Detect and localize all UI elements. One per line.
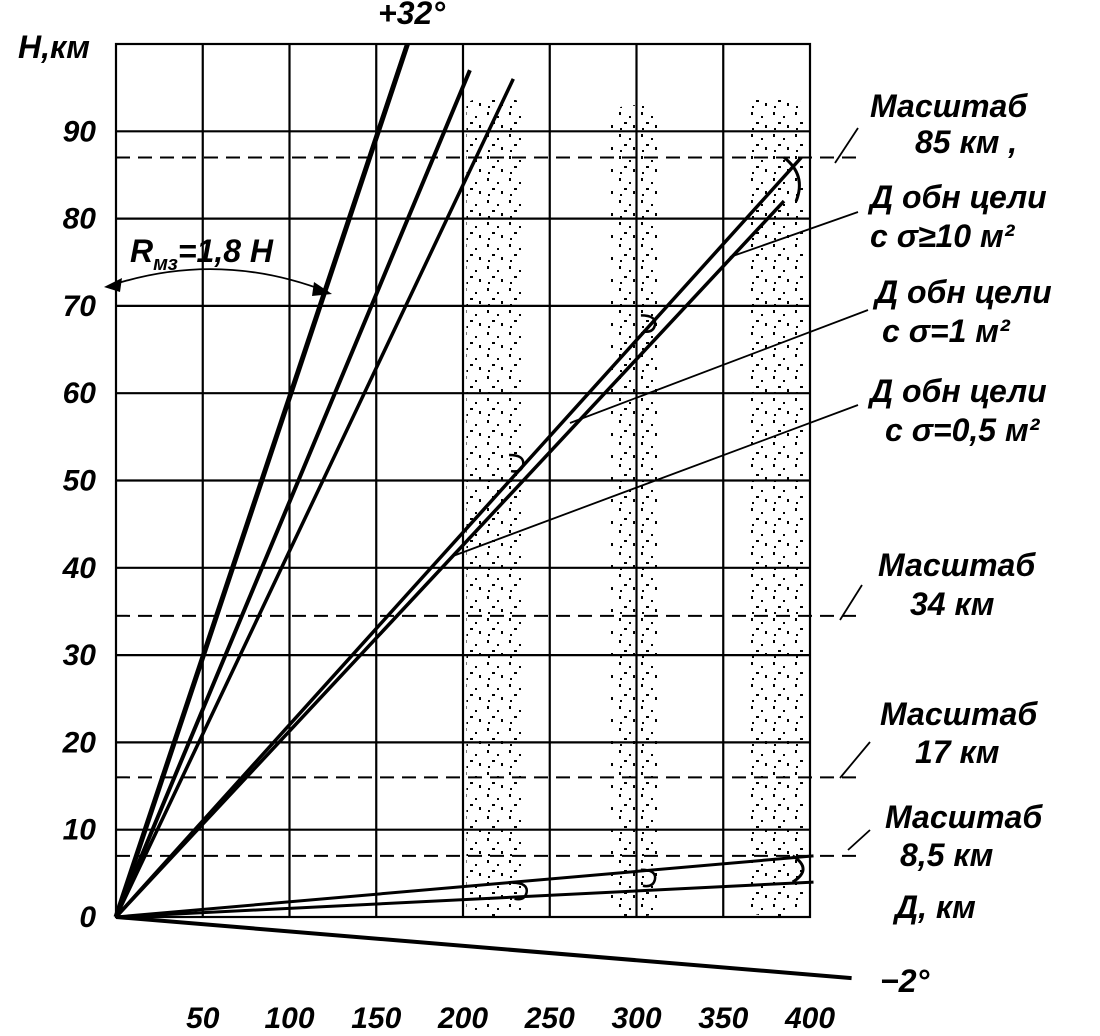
svg-text:34 км: 34 км bbox=[910, 586, 995, 622]
series-line bbox=[115, 854, 814, 919]
scale-label-85: Масштаб 85 км , bbox=[870, 88, 1028, 160]
x-tick-label: 50 bbox=[186, 1002, 220, 1035]
svg-text:Масштаб: Масштаб bbox=[870, 88, 1028, 124]
series-line bbox=[115, 880, 814, 919]
line-end-marker bbox=[509, 453, 525, 473]
rmz-annotation: Rмз=1,8 Н bbox=[104, 233, 332, 296]
series-line bbox=[114, 156, 803, 919]
y-tick-label: 60 bbox=[63, 377, 97, 410]
detection-zones bbox=[466, 96, 804, 918]
y-axis-title: Н,км bbox=[18, 29, 90, 65]
y-tick-label: 90 bbox=[63, 115, 97, 148]
y-tick-label: 80 bbox=[63, 203, 97, 236]
detection-leader bbox=[569, 309, 869, 424]
x-tick-label: 250 bbox=[524, 1002, 575, 1035]
y-tick-label: 0 bbox=[79, 901, 96, 934]
line-end-marker bbox=[640, 868, 657, 888]
series-line bbox=[113, 43, 410, 918]
line-end-marker bbox=[512, 881, 528, 901]
x-tick-label: 100 bbox=[264, 1002, 314, 1035]
rmz-formula: =1,8 Н bbox=[178, 233, 274, 269]
rmz-label: R bbox=[130, 233, 153, 269]
x-tick-label: 350 bbox=[698, 1002, 748, 1035]
y-tick-label: 40 bbox=[62, 552, 97, 585]
x-tick-label: 300 bbox=[611, 1002, 661, 1035]
detection-leader bbox=[729, 211, 859, 258]
annotation-leaders bbox=[452, 211, 869, 557]
x-axis-title: Д, км bbox=[892, 889, 976, 925]
x-tick-label: 150 bbox=[351, 1002, 401, 1035]
y-tick-label: 20 bbox=[62, 726, 97, 759]
scale-label-17: Масштаб 17 км bbox=[880, 696, 1038, 770]
line-end-cap bbox=[791, 854, 805, 884]
scale-label-34: Масштаб 34 км bbox=[878, 547, 1036, 622]
line-end-marker bbox=[640, 314, 657, 333]
svg-text:Масштаб: Масштаб bbox=[880, 696, 1038, 732]
axis-ticks: 0 10 20 30 40 50 60 70 80 90 50 100 150 200 250 300 350 4… bbox=[62, 115, 836, 1035]
scale-leader bbox=[839, 741, 871, 779]
svg-text:Д обн цели: Д обн цели bbox=[872, 274, 1052, 310]
svg-text:17 км: 17 км bbox=[915, 734, 1000, 770]
scale-leader bbox=[847, 829, 871, 851]
scale-label-8-5: Масштаб 8,5 км bbox=[885, 799, 1043, 873]
x-tick-label: 400 bbox=[784, 1002, 835, 1035]
rmz-subscript: мз bbox=[153, 253, 178, 275]
series-line bbox=[114, 199, 786, 919]
svg-text:Rмз=1,8 Н: Rмз=1,8 Н bbox=[130, 233, 274, 275]
y-tick-label: 10 bbox=[63, 814, 97, 847]
chart-series bbox=[113, 43, 852, 981]
svg-text:8,5 км: 8,5 км bbox=[900, 837, 994, 873]
detection-label-1: Д обн цели с σ=1 м² bbox=[872, 274, 1052, 349]
detection-label-10: Д обн цели с σ≥10 м² bbox=[867, 179, 1047, 254]
series-line bbox=[114, 69, 472, 918]
svg-text:с σ≥10 м²: с σ≥10 м² bbox=[870, 218, 1016, 254]
detection-label-0-5: Д обн цели с σ=0,5 м² bbox=[867, 373, 1047, 448]
svg-text:Д обн цели: Д обн цели bbox=[867, 179, 1047, 215]
line-end-cap bbox=[783, 156, 801, 202]
svg-text:Д обн цели: Д обн цели bbox=[867, 373, 1047, 409]
y-tick-label: 50 bbox=[63, 465, 97, 498]
series-line bbox=[114, 78, 515, 918]
scale-leader bbox=[834, 127, 859, 164]
angle-upper-label: +32° bbox=[378, 0, 445, 31]
x-tick-label: 200 bbox=[437, 1002, 488, 1035]
svg-text:85 км ,: 85 км , bbox=[915, 124, 1017, 160]
y-tick-label: 70 bbox=[63, 290, 97, 323]
chart-grid bbox=[114, 42, 812, 919]
end-markers bbox=[509, 156, 805, 901]
svg-text:Масштаб: Масштаб bbox=[885, 799, 1043, 835]
detection-zone bbox=[466, 96, 522, 917]
detection-zone bbox=[747, 96, 804, 917]
detection-leader bbox=[452, 404, 859, 557]
svg-text:с σ=0,5 м²: с σ=0,5 м² bbox=[885, 412, 1041, 448]
angle-lower-label: −2° bbox=[880, 963, 929, 999]
svg-text:с σ=1 м²: с σ=1 м² bbox=[882, 313, 1011, 349]
scale-leader bbox=[839, 584, 863, 621]
series-line bbox=[115, 915, 852, 981]
y-tick-label: 30 bbox=[63, 639, 97, 672]
svg-text:Масштаб: Масштаб bbox=[878, 547, 1036, 583]
